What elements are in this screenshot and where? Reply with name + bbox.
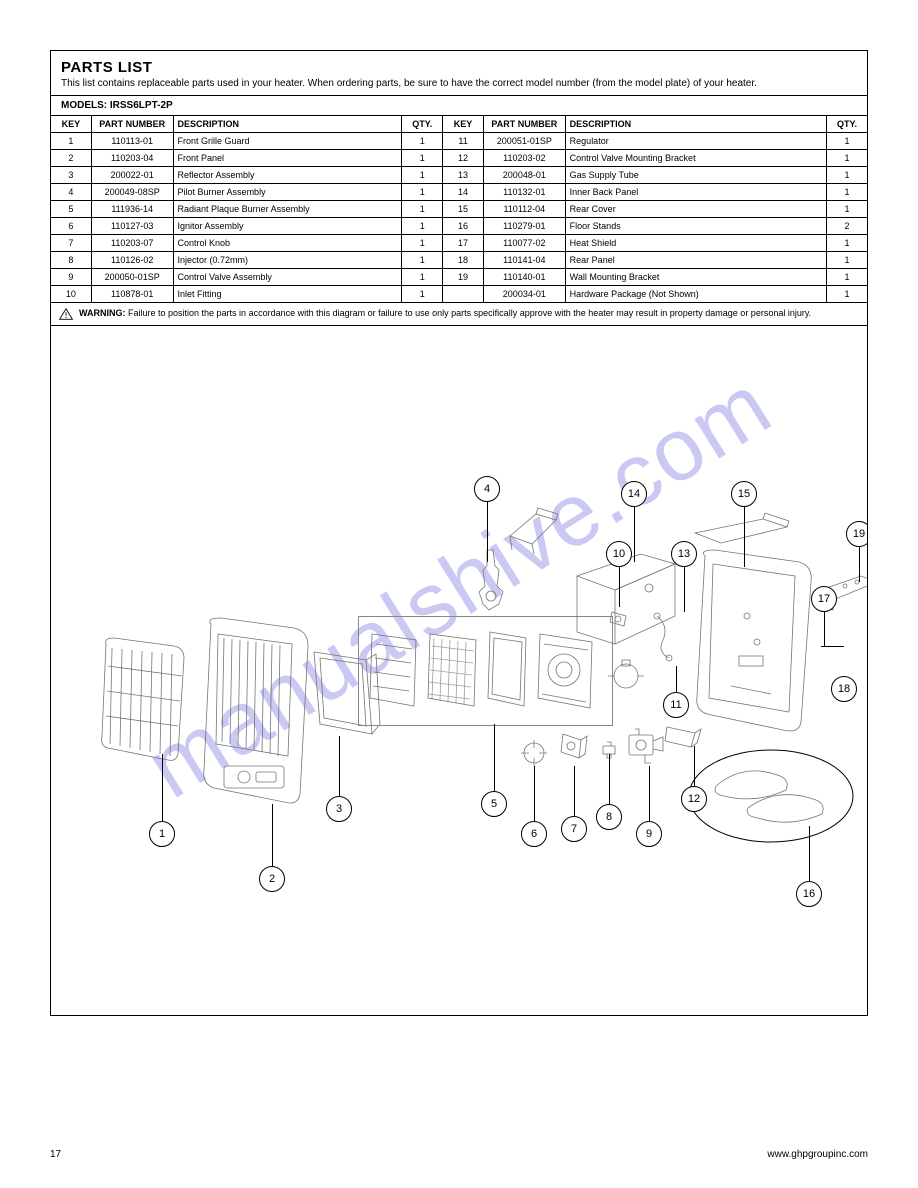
callout-9: 9 (636, 821, 662, 847)
leader-line (534, 766, 535, 821)
leader-line (809, 826, 810, 881)
callout-14: 14 (621, 481, 647, 507)
footer-site: www.ghpgroupinc.com (767, 1149, 868, 1160)
callout-12: 12 (681, 786, 707, 812)
col-key-2: KEY (443, 116, 484, 133)
part-burner-set (366, 624, 606, 718)
callout-3: 3 (326, 796, 352, 822)
part-pilot (469, 546, 509, 616)
parts-list-subtitle: This list contains replaceable parts use… (61, 78, 857, 89)
callout-19: 19 (846, 521, 868, 547)
models-value: IRSS6LPT-2P (110, 100, 173, 111)
leader-line (162, 754, 163, 821)
models-label: MODELS: (61, 100, 107, 111)
part-knob (551, 726, 591, 766)
table-row: 2110203-04Front Panel112110203-02Control… (51, 150, 868, 167)
part-ignitor (517, 736, 551, 770)
col-qty-2: QTY. (827, 116, 868, 133)
callout-8: 8 (596, 804, 622, 830)
page-number: 17 (50, 1149, 61, 1160)
leader-line (649, 766, 650, 821)
page-footer: 17 www.ghpgroupinc.com (50, 1149, 868, 1160)
leader-line (859, 547, 860, 582)
callout-4: 4 (474, 476, 500, 502)
col-part: PART NUMBER (91, 116, 173, 133)
callout-6: 6 (521, 821, 547, 847)
exploded-diagram: 12345678910111213141516171819 (50, 326, 868, 1016)
leader-line (494, 724, 495, 791)
floor-stand-ellipse (686, 746, 856, 846)
col-desc-2: DESCRIPTION (565, 116, 826, 133)
callout-5: 5 (481, 791, 507, 817)
col-part-2: PART NUMBER (483, 116, 565, 133)
table-row: 7110203-07Control Knob117110077-02Heat S… (51, 235, 868, 252)
parts-table: KEY PART NUMBER DESCRIPTION QTY. KEY PAR… (50, 115, 868, 303)
parts-table-header-row: KEY PART NUMBER DESCRIPTION QTY. KEY PAR… (51, 116, 868, 133)
col-qty: QTY. (402, 116, 443, 133)
leader-line (487, 502, 488, 562)
warning-lead: WARNING: (79, 308, 126, 318)
leader-line (744, 507, 745, 567)
callout-10: 10 (606, 541, 632, 567)
leader-line (619, 567, 620, 607)
callout-16: 16 (796, 881, 822, 907)
warning-text-wrap: WARNING: Failure to position the parts i… (79, 308, 811, 320)
leader-line (821, 646, 844, 647)
part-heat-shield (691, 511, 791, 551)
table-row: 1110113-01Front Grille Guard111200051-01… (51, 133, 868, 150)
leader-line (609, 754, 610, 804)
callout-1: 1 (149, 821, 175, 847)
table-row: 5111936-14Radiant Plaque Burner Assembly… (51, 201, 868, 218)
leader-line (634, 507, 635, 562)
part-front-grille (96, 636, 191, 766)
warning-icon (59, 308, 73, 320)
leader-line (694, 746, 695, 786)
leader-line (676, 666, 677, 692)
callout-7: 7 (561, 816, 587, 842)
parts-list-title: PARTS LIST (61, 59, 857, 76)
part-front-panel (196, 616, 316, 811)
table-row: 10110878-01Inlet Fitting1200034-01Hardwa… (51, 286, 868, 303)
part-valve (621, 721, 669, 769)
callout-17: 17 (811, 586, 837, 612)
part-regulator (606, 656, 646, 696)
table-row: 4200049-08SPPilot Burner Assembly1141101… (51, 184, 868, 201)
callout-11: 11 (663, 692, 689, 718)
warning-text: Failure to position the parts in accorda… (126, 308, 812, 318)
warning-bar: WARNING: Failure to position the parts i… (50, 303, 868, 326)
col-desc: DESCRIPTION (173, 116, 402, 133)
leader-line (684, 567, 685, 612)
table-row: 8110126-02Injector (0.72mm)118110141-04R… (51, 252, 868, 269)
leader-line (272, 804, 273, 866)
leader-line (339, 736, 340, 796)
table-row: 3200022-01Reflector Assembly113200048-01… (51, 167, 868, 184)
table-row: 6110127-03Ignitor Assembly116110279-01Fl… (51, 218, 868, 235)
title-bar: PARTS LIST This list contains replaceabl… (50, 50, 868, 96)
callout-18: 18 (831, 676, 857, 702)
models-bar: MODELS: IRSS6LPT-2P (50, 96, 868, 115)
col-key: KEY (51, 116, 92, 133)
page-root: manualshive.com PARTS LIST This list con… (0, 0, 918, 1188)
callout-2: 2 (259, 866, 285, 892)
part-hood (506, 506, 561, 556)
leader-line (824, 612, 825, 646)
callout-15: 15 (731, 481, 757, 507)
part-rear-cover (691, 546, 821, 736)
callout-13: 13 (671, 541, 697, 567)
table-row: 9200050-01SPControl Valve Assembly119110… (51, 269, 868, 286)
leader-line (574, 766, 575, 816)
